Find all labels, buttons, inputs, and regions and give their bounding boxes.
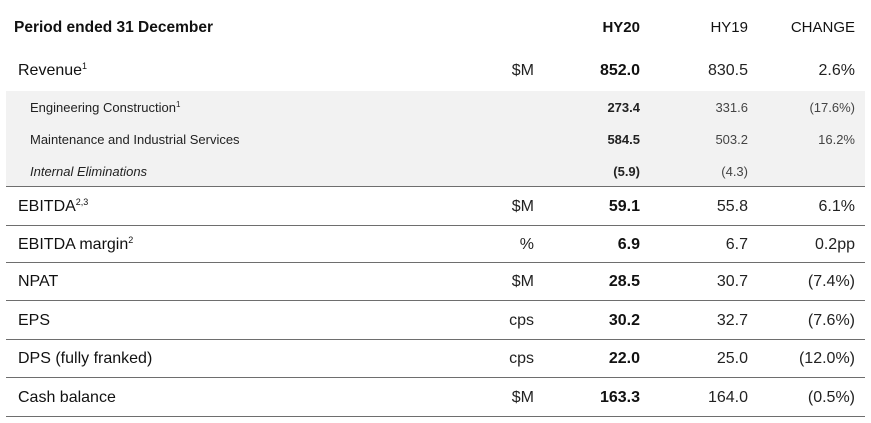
row-label: EPS [18,312,51,329]
table-row-dps: DPS (fully franked) cps 22.0 25.0 (12.0%… [6,348,865,372]
table-row-ebitda: EBITDA2,3 $M 59.1 55.8 6.1% [6,196,865,220]
table-row-revenue: Revenue1 $M 852.0 830.5 2.6% [6,60,865,84]
header-change: CHANGE [790,19,855,36]
table-header: Period ended 31 December HY20 HY19 CHANG… [0,0,871,54]
row-change: (17.6%) [809,100,855,115]
footnote-marker: 1 [175,100,181,109]
row-divider [6,262,865,263]
footnote-marker: 2,3 [75,197,89,207]
row-change: 2.6% [818,62,855,79]
row-hy20: 6.9 [617,236,640,253]
row-label: Maintenance and Industrial Services [30,132,240,147]
header-hy19: HY19 [710,19,748,36]
row-hy19: 6.7 [725,236,748,253]
row-divider [6,416,865,417]
row-label: DPS (fully franked) [18,350,153,367]
footnote-marker: 1 [82,61,88,71]
header-hy20: HY20 [602,19,640,36]
row-hy19: 830.5 [707,62,748,79]
row-change: (0.5%) [807,389,855,406]
table-row-npat: NPAT $M 28.5 30.7 (7.4%) [6,271,865,295]
row-label: Internal Eliminations [30,164,148,179]
header-title: Period ended 31 December [14,19,213,36]
row-hy20: 584.5 [607,132,640,147]
row-label: EBITDA margin2 [18,235,134,254]
row-unit: $M [511,389,534,406]
row-divider [6,339,865,340]
row-hy19: 164.0 [707,389,748,406]
row-change: 16.2% [818,132,855,147]
row-unit: % [519,236,534,253]
row-label: NPAT [18,273,59,290]
row-hy19: 331.6 [715,100,748,115]
row-hy19: 32.7 [716,312,748,329]
row-hy20: 30.2 [608,312,640,329]
row-hy20: 22.0 [608,350,640,367]
row-hy19: 25.0 [716,350,748,367]
row-unit: $M [511,273,534,290]
footnote-marker: 2 [128,235,134,245]
row-hy19: (4.3) [721,164,748,179]
row-change: (7.6%) [807,312,855,329]
row-unit: cps [509,312,534,329]
revenue-breakdown-background [6,91,865,186]
row-divider [6,377,865,378]
row-change: (7.4%) [807,273,855,290]
row-hy20: 273.4 [607,100,640,115]
row-divider [6,186,865,187]
row-hy20: 852.0 [599,62,640,79]
row-label: Revenue1 [18,61,88,80]
row-unit: $M [511,62,534,79]
row-divider [6,225,865,226]
table-row-maintenance-industrial: Maintenance and Industrial Services 584.… [6,130,865,150]
table-row-cash-balance: Cash balance $M 163.3 164.0 (0.5%) [6,387,865,411]
row-divider [6,300,865,301]
row-change: 6.1% [818,198,855,215]
row-label: EBITDA2,3 [18,197,89,216]
row-hy20: (5.9) [613,164,640,179]
row-unit: cps [509,350,534,367]
row-change: 0.2pp [814,236,855,253]
row-hy19: 30.7 [716,273,748,290]
row-change: (12.0%) [798,350,855,367]
row-hy20: 28.5 [608,273,640,290]
table-row-internal-eliminations: Internal Eliminations (5.9) (4.3) [6,162,865,182]
row-label: Engineering Construction1 [30,100,181,115]
row-hy20: 59.1 [608,198,640,215]
table-row-ebitda-margin: EBITDA margin2 % 6.9 6.7 0.2pp [6,234,865,258]
row-hy20: 163.3 [599,389,640,406]
row-unit: $M [511,198,534,215]
row-hy19: 503.2 [715,132,748,147]
table-row-eps: EPS cps 30.2 32.7 (7.6%) [6,310,865,334]
table-row-engineering-construction: Engineering Construction1 273.4 331.6 (1… [6,98,865,118]
row-hy19: 55.8 [716,198,748,215]
row-label: Cash balance [18,389,116,406]
